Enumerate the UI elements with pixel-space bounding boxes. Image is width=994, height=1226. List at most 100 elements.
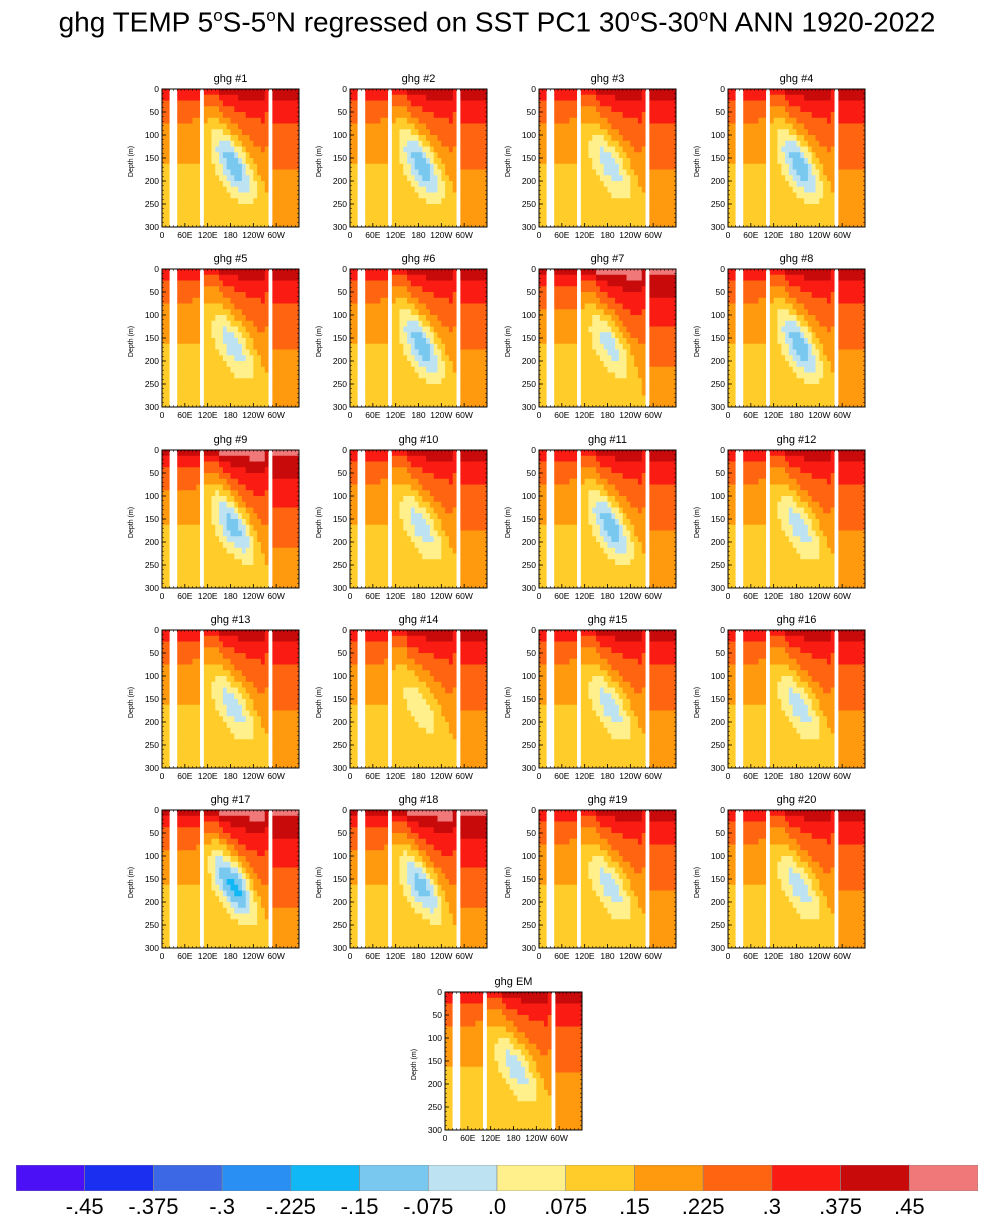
- heatmap-cell: [226, 320, 231, 327]
- heatmap-cell: [433, 192, 438, 199]
- heatmap-cell: [222, 198, 228, 205]
- heatmap-cell: [577, 181, 582, 188]
- heatmap-cell: [823, 89, 828, 96]
- heatmap-cell: [546, 117, 551, 124]
- heatmap-cell: [445, 152, 450, 159]
- heatmap-cell: [800, 192, 805, 199]
- heatmap-cell: [238, 286, 243, 293]
- heatmap-cell: [819, 169, 824, 176]
- heatmap-cell: [291, 401, 296, 408]
- heatmap-cell: [672, 94, 677, 101]
- heatmap-cell: [268, 401, 273, 408]
- heatmap-cell: [596, 146, 601, 153]
- heatmap-cell: [203, 280, 209, 287]
- heatmap-cell: [268, 181, 273, 188]
- heatmap-cell: [849, 169, 854, 176]
- heatmap-cell: [773, 192, 778, 199]
- heatmap-cell: [471, 129, 476, 136]
- heatmap-cell: [766, 221, 771, 228]
- heatmap-cell: [219, 315, 224, 322]
- heatmap-cell: [448, 221, 454, 228]
- heatmap-cell: [826, 140, 832, 147]
- heatmap-cell: [728, 100, 733, 107]
- heatmap-cell: [260, 112, 266, 119]
- heatmap-cell: [169, 163, 174, 170]
- heatmap-cell: [238, 372, 243, 379]
- heatmap-cell: [750, 169, 756, 176]
- heatmap-cell: [188, 366, 193, 373]
- heatmap-cell: [260, 292, 266, 299]
- heatmap-cell: [766, 123, 771, 130]
- heatmap-cell: [238, 320, 243, 327]
- heatmap-cell: [295, 315, 300, 322]
- heatmap-cell: [222, 192, 228, 199]
- heatmap-cell: [196, 372, 201, 379]
- heatmap-cell: [279, 192, 285, 199]
- heatmap-cell: [588, 94, 593, 101]
- heatmap-cell: [660, 106, 665, 113]
- heatmap-cell: [853, 106, 858, 113]
- heatmap-cell: [211, 112, 216, 119]
- heatmap-cell: [230, 361, 235, 368]
- heatmap-cell: [192, 158, 197, 165]
- heatmap-cell: [634, 186, 639, 193]
- heatmap-cell: [785, 129, 790, 136]
- heatmap-cell: [861, 204, 866, 211]
- heatmap-cell: [607, 215, 612, 222]
- heatmap-cell: [460, 163, 465, 170]
- heatmap-cell: [441, 94, 446, 101]
- heatmap-cell: [264, 152, 269, 159]
- heatmap-cell: [754, 100, 759, 107]
- heatmap-cell: [395, 140, 400, 147]
- heatmap-cell: [272, 158, 277, 165]
- heatmap-cell: [253, 361, 258, 368]
- heatmap-cell: [754, 146, 759, 153]
- heatmap-cell: [253, 129, 258, 136]
- heatmap-cell: [184, 140, 190, 147]
- heatmap-cell: [577, 89, 582, 96]
- heatmap-cell: [268, 192, 273, 199]
- heatmap-cell: [573, 146, 578, 153]
- heatmap-cell: [222, 372, 228, 379]
- heatmap-cell: [162, 221, 167, 228]
- heatmap-cell: [219, 349, 224, 356]
- heatmap-cell: [295, 135, 300, 142]
- heatmap-cell: [226, 163, 231, 170]
- heatmap-cell: [747, 163, 752, 170]
- heatmap-cell: [226, 129, 231, 136]
- heatmap-cell: [418, 192, 423, 199]
- heatmap-cell: [819, 221, 824, 228]
- heatmap-cell: [283, 100, 288, 107]
- heatmap-cell: [426, 215, 431, 222]
- heatmap-cell: [588, 106, 593, 113]
- heatmap-cell: [811, 204, 816, 211]
- heatmap-cell: [452, 117, 457, 124]
- heatmap-cell: [414, 209, 419, 216]
- heatmap-cell: [241, 94, 247, 101]
- heatmap-cell: [819, 89, 824, 96]
- heatmap-cell: [196, 332, 201, 339]
- heatmap-cell: [845, 129, 851, 136]
- heatmap-cell: [238, 378, 243, 385]
- heatmap-cell: [245, 338, 250, 345]
- heatmap-cell: [739, 100, 744, 107]
- heatmap-cell: [599, 89, 605, 96]
- heatmap-cell: [291, 146, 296, 153]
- heatmap-cell: [291, 303, 296, 310]
- heatmap-cell: [165, 378, 171, 385]
- heatmap-cell: [165, 112, 171, 119]
- heatmap-cell: [260, 123, 266, 130]
- heatmap-cell: [215, 123, 220, 130]
- heatmap-cell: [369, 158, 374, 165]
- heatmap-cell: [441, 209, 446, 216]
- heatmap-cell: [588, 169, 593, 176]
- heatmap-cell: [630, 163, 635, 170]
- heatmap-cell: [668, 163, 673, 170]
- heatmap-cell: [222, 129, 228, 136]
- heatmap-cell: [800, 140, 805, 147]
- heatmap-cell: [219, 221, 224, 228]
- heatmap-cell: [611, 169, 616, 176]
- heatmap-cell: [184, 292, 190, 299]
- heatmap-cell: [226, 384, 231, 391]
- heatmap-cell: [437, 204, 442, 211]
